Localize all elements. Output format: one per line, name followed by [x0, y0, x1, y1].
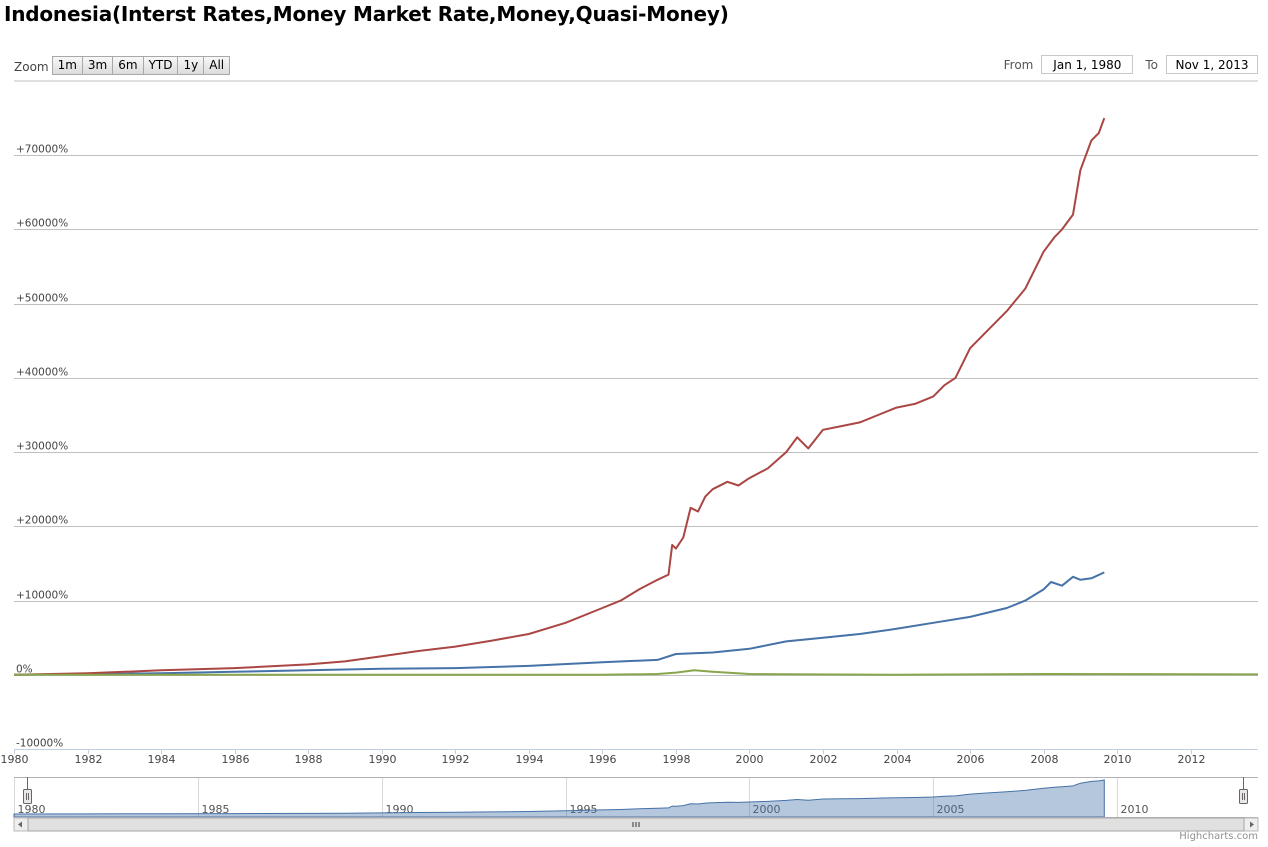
y-tick-label: +40000%: [16, 367, 68, 379]
y-tick-label: 0%: [16, 664, 33, 676]
y-grid: [14, 80, 1258, 750]
x-tick-label: 2012: [1178, 753, 1206, 766]
x-tick-label: 1990: [369, 753, 397, 766]
navigator-area: [13, 779, 1105, 818]
zoom-3m-button[interactable]: 3m: [81, 55, 114, 75]
x-tick-label: 1996: [589, 753, 617, 766]
x-tick-label: 1994: [516, 753, 544, 766]
x-tick-label: 1998: [663, 753, 691, 766]
navigator-tick-label: 1985: [202, 803, 230, 816]
series-line-2: [13, 571, 1105, 676]
y-axis-labels: -10000% 0% +10000% +20000% +30000% +40000% +50…: [16, 144, 68, 750]
to-label: To: [1145, 57, 1158, 72]
x-tick-label: 1982: [75, 753, 103, 766]
from-label: From: [1003, 57, 1034, 72]
navigator-background: [14, 777, 1258, 817]
scrollbar-right-arrow-icon[interactable]: [1250, 821, 1254, 828]
zoom-6m-button[interactable]: 6m: [112, 55, 144, 75]
zoom-ytd-button[interactable]: YTD: [142, 55, 179, 75]
x-tick-label: 2006: [957, 753, 985, 766]
scrollbar-left-arrow-icon[interactable]: [18, 821, 22, 828]
y-tick-label: -10000%: [16, 738, 63, 750]
navigator-tick-label: 2000: [753, 803, 781, 816]
series-group: [13, 117, 1259, 676]
navigator-tick-label: 2005: [937, 803, 965, 816]
navigator-tick-label: 1980: [18, 803, 46, 816]
series-line-1: [13, 117, 1106, 676]
navigator-tick-label: 1995: [570, 803, 598, 816]
y-tick-label: +70000%: [16, 144, 68, 156]
y-tick-label: +50000%: [16, 293, 68, 305]
zoom-bar: Zoom 1m 3m 6m YTD 1y All: [14, 55, 231, 75]
x-tick-label: 1984: [148, 753, 176, 766]
zoom-1m-button[interactable]: 1m: [51, 55, 83, 75]
zoom-all-button[interactable]: All: [203, 55, 231, 75]
series-line-3: [14, 669, 1259, 676]
x-tick-label: 2004: [884, 753, 912, 766]
zoom-1y-button[interactable]: 1y: [177, 55, 205, 75]
x-tick-label: 1986: [222, 753, 250, 766]
x-tick-label: 2002: [810, 753, 838, 766]
y-tick-label: +30000%: [16, 441, 68, 453]
x-tick-label: 1980: [1, 753, 29, 766]
zoom-label: Zoom: [14, 59, 49, 74]
y-tick-label: +60000%: [16, 218, 68, 230]
date-range: From To: [992, 55, 1258, 74]
x-tick-label: 1988: [295, 753, 323, 766]
x-tick-label: 2010: [1104, 753, 1132, 766]
chart-title: Indonesia(Interst Rates,Money Market Rat…: [4, 2, 729, 26]
navigator-tick-label: 2010: [1121, 803, 1149, 816]
x-tick-label: 2008: [1031, 753, 1059, 766]
y-tick-label: +20000%: [16, 515, 68, 527]
navigator[interactable]: 1980198519901995200020052010: [13, 777, 1259, 832]
navigator-handle-left[interactable]: [23, 789, 32, 804]
y-tick-label: +10000%: [16, 590, 68, 602]
credits-link[interactable]: Highcharts.com: [1179, 831, 1258, 842]
navigator-handle-right[interactable]: [1239, 789, 1248, 804]
x-tick-label: 2000: [736, 753, 764, 766]
from-date-input[interactable]: [1041, 55, 1134, 74]
to-date-input[interactable]: [1166, 55, 1258, 74]
x-tick-label: 1992: [442, 753, 470, 766]
x-axis: 1980 1982 1984 1986 1988 1990 1992 1994 1996 1998…: [1, 749, 1258, 766]
